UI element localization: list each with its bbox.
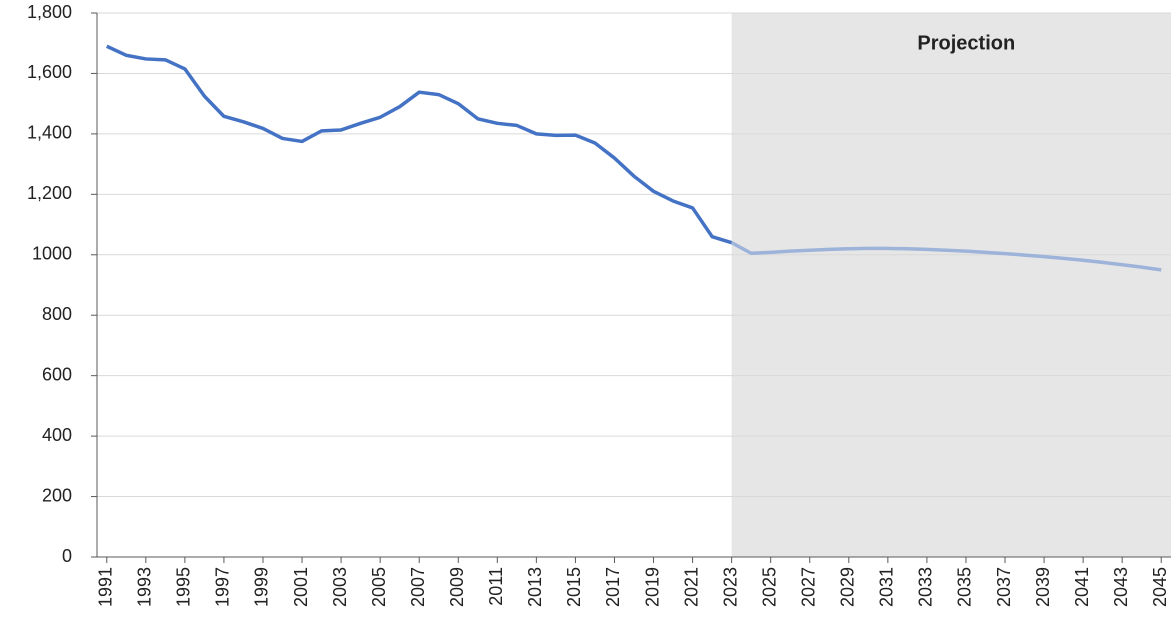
y-tick-label: 1000 xyxy=(32,244,72,264)
x-tick-label: 2037 xyxy=(994,567,1014,607)
y-tick-label: 200 xyxy=(42,485,72,505)
x-tick-label: 1993 xyxy=(135,567,155,607)
x-tick-label: 2003 xyxy=(330,567,350,607)
series-line xyxy=(730,241,1162,272)
series-line xyxy=(106,44,733,245)
x-tick-label: 2033 xyxy=(916,567,936,607)
x-tick-label: 1997 xyxy=(213,567,233,607)
x-tick-label: 2021 xyxy=(681,567,701,607)
x-tick-label: 2027 xyxy=(798,567,818,607)
y-tick-label: 600 xyxy=(42,364,72,384)
x-tick-label: 1991 xyxy=(96,567,116,607)
x-tick-label: 2029 xyxy=(838,567,858,607)
y-tick-label: 1,200 xyxy=(27,183,72,203)
y-tick-label: 0 xyxy=(62,546,72,566)
x-tick-label: 2015 xyxy=(564,567,584,607)
x-tick-label: 2035 xyxy=(955,567,975,607)
y-tick-label: 1,400 xyxy=(27,123,72,143)
x-tick-label: 2019 xyxy=(642,567,662,607)
x-tick-label: 2041 xyxy=(1072,567,1092,607)
y-tick-label: 1,600 xyxy=(27,62,72,82)
x-tick-label: 2025 xyxy=(759,567,779,607)
x-tick-label: 2009 xyxy=(447,567,467,607)
y-tick-label: 400 xyxy=(42,425,72,445)
x-tick-label: 2023 xyxy=(720,567,740,607)
x-tick-label: 2013 xyxy=(525,567,545,607)
x-tick-label: 2031 xyxy=(877,567,897,607)
x-tick-label: 2007 xyxy=(408,567,428,607)
x-tick-label: 2011 xyxy=(486,567,506,606)
x-tick-label: 2045 xyxy=(1150,567,1170,607)
x-tick-label: 2043 xyxy=(1111,567,1131,607)
y-tick-label: 1,800 xyxy=(27,2,72,22)
projection-label: Projection xyxy=(917,32,1015,54)
x-tick-label: 2005 xyxy=(369,567,389,607)
y-tick-label: 800 xyxy=(42,304,72,324)
x-tick-label: 2001 xyxy=(291,567,311,607)
projection-shade xyxy=(731,13,1171,557)
x-tick-label: 1995 xyxy=(174,567,194,607)
x-tick-label: 2039 xyxy=(1033,567,1053,607)
x-tick-label: 1999 xyxy=(252,567,272,607)
x-tick-label: 2017 xyxy=(603,567,623,607)
